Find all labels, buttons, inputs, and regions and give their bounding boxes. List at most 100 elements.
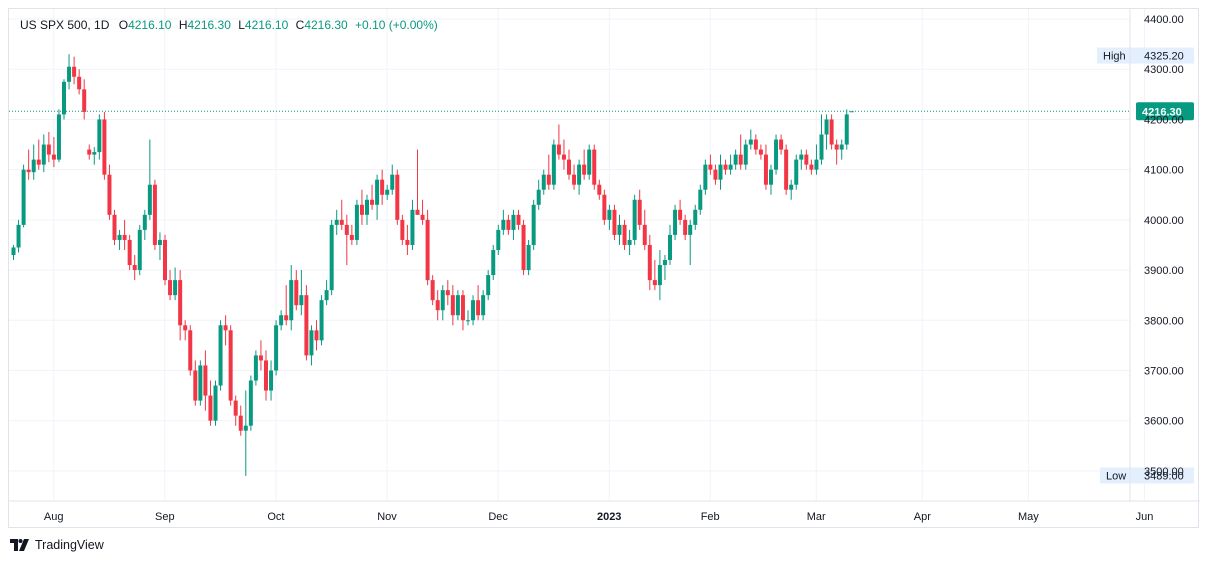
candle-body xyxy=(253,355,258,381)
chart-frame[interactable]: High 4325.20 Low 3489.00 4216.30 4400.00 4300… xyxy=(8,8,1200,529)
candle xyxy=(602,189,607,225)
candle-body xyxy=(334,219,339,225)
candle-body xyxy=(243,425,248,431)
candle xyxy=(339,199,344,230)
candle xyxy=(122,219,127,250)
candle xyxy=(173,267,178,301)
candle xyxy=(314,320,319,351)
candle-body xyxy=(435,300,440,311)
candle-body xyxy=(546,174,551,185)
candle-body xyxy=(173,280,178,296)
candle-body xyxy=(395,174,400,220)
candle xyxy=(248,375,253,431)
candle xyxy=(289,265,294,331)
candle-body xyxy=(46,144,51,155)
chart-svg[interactable]: High 4325.20 Low 3489.00 4216.30 4400.00 4300… xyxy=(9,9,1200,529)
candle xyxy=(334,209,339,235)
candle xyxy=(233,395,238,426)
candle xyxy=(582,149,587,180)
candle-body xyxy=(774,139,779,170)
candle-body xyxy=(122,234,127,240)
candle-body xyxy=(203,365,208,396)
candle-body xyxy=(703,164,708,190)
candle xyxy=(147,139,152,220)
candle-body xyxy=(16,224,21,248)
candle-body xyxy=(849,111,854,113)
candle-body xyxy=(491,249,496,276)
low-badge-label: Low xyxy=(1106,470,1126,482)
candle-body xyxy=(496,229,501,250)
time-tick-label: Jun xyxy=(1136,511,1154,523)
candle-body xyxy=(359,204,364,215)
candle xyxy=(67,54,72,90)
candle-body xyxy=(829,119,834,145)
candle-body xyxy=(87,149,92,155)
last-price-badge xyxy=(1136,102,1194,121)
candle xyxy=(62,79,66,120)
candle xyxy=(31,144,36,180)
candle xyxy=(784,144,789,195)
candle-body xyxy=(77,76,82,90)
candle xyxy=(678,199,683,225)
candle xyxy=(284,285,289,326)
candle xyxy=(455,290,460,321)
candle xyxy=(774,134,779,175)
price-tick-label: 4000.00 xyxy=(1144,215,1184,227)
candle xyxy=(561,139,566,170)
candle-body xyxy=(117,234,122,240)
candle xyxy=(567,149,571,180)
candle xyxy=(87,144,92,160)
candle xyxy=(728,154,733,175)
candle xyxy=(511,209,516,240)
candle xyxy=(471,295,476,326)
candle-body xyxy=(779,139,784,150)
candle-body xyxy=(152,184,157,245)
candle xyxy=(420,199,425,225)
candle-body xyxy=(668,234,672,261)
candle xyxy=(612,204,617,240)
time-tick-label: Nov xyxy=(377,511,397,523)
candle xyxy=(516,209,521,230)
candle xyxy=(587,144,592,180)
time-tick-label: Mar xyxy=(807,511,826,523)
candle-body xyxy=(627,239,632,245)
candle-body xyxy=(673,209,678,235)
candle xyxy=(460,290,465,331)
candle xyxy=(556,124,561,160)
candle-body xyxy=(67,66,72,82)
candle xyxy=(82,79,87,120)
high-badge-label: High xyxy=(1103,51,1126,63)
candle xyxy=(152,179,157,250)
time-tick-label: Dec xyxy=(488,511,508,523)
candle-body xyxy=(218,325,223,386)
candle-layer xyxy=(11,54,854,476)
time-tick-label: Apr xyxy=(914,511,931,523)
candle-body xyxy=(794,159,799,185)
candle-body xyxy=(324,290,329,301)
candle xyxy=(466,310,470,326)
candle-body xyxy=(344,224,349,235)
candle-body xyxy=(572,174,577,185)
candle xyxy=(72,56,77,85)
candle xyxy=(829,114,834,150)
candle xyxy=(188,325,193,376)
candle xyxy=(622,219,627,250)
candle-body xyxy=(168,280,173,296)
candle-body xyxy=(26,169,31,173)
candle xyxy=(642,209,647,250)
tradingview-logo[interactable]: TradingView xyxy=(10,538,104,552)
tradingview-brand: TradingView xyxy=(35,538,104,552)
candle xyxy=(476,285,481,321)
candle xyxy=(390,164,395,195)
time-tick-label: Feb xyxy=(701,511,720,523)
candle xyxy=(294,270,299,311)
candle-body xyxy=(567,159,571,175)
candle xyxy=(56,109,61,163)
candle-body xyxy=(597,184,602,195)
price-tick-label: 3900.00 xyxy=(1144,265,1184,277)
candle-body xyxy=(708,164,713,170)
candle xyxy=(758,144,763,160)
candle-body xyxy=(233,400,238,416)
candle-body xyxy=(541,174,546,190)
candle-body xyxy=(748,139,753,145)
